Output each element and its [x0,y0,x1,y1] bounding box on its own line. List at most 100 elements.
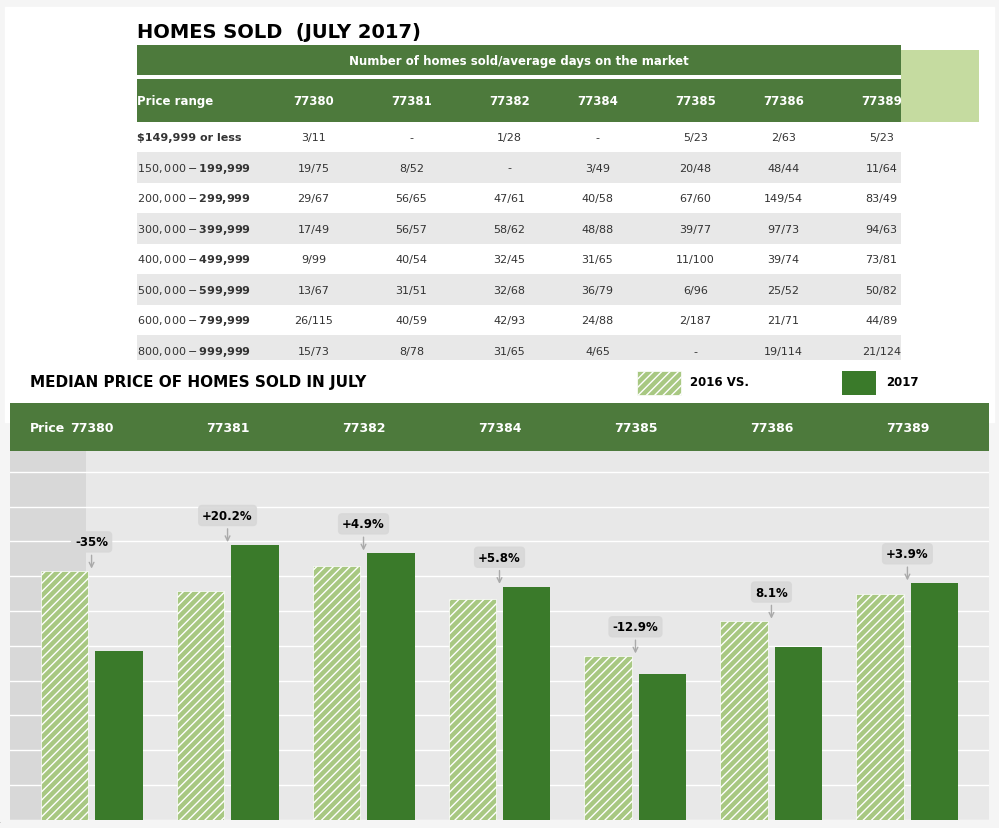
Bar [367,554,415,820]
Text: 8/52: 8/52 [399,163,424,173]
Text: 1/28: 1/28 [497,132,521,143]
Text: 40/54: 40/54 [396,255,428,265]
Text: 25/52: 25/52 [767,286,799,296]
Text: 8/78: 8/78 [399,346,424,356]
Bar [177,591,224,820]
Text: 36/79: 36/79 [581,286,613,296]
Text: $200,000-$299,999: $200,000-$299,999 [137,192,251,206]
Bar [313,566,360,820]
Text: 19/114: 19/114 [764,346,803,356]
Text: 32/68: 32/68 [494,286,525,296]
Text: Price range: Price range [137,95,214,108]
Text: 67/60: 67/60 [679,194,711,204]
Text: 31/65: 31/65 [581,255,613,265]
Text: 31/51: 31/51 [396,286,428,296]
Text: +3.9%: +3.9% [886,547,929,579]
FancyBboxPatch shape [137,214,901,244]
Text: 77389: 77389 [861,95,902,108]
Text: 56/65: 56/65 [396,194,428,204]
Text: 24/88: 24/88 [581,315,613,325]
Text: 6/82: 6/82 [771,377,796,387]
Bar [911,584,958,820]
FancyBboxPatch shape [10,451,86,820]
Text: 15/73: 15/73 [298,346,330,356]
Text: $500,000-$599,999: $500,000-$599,999 [137,283,251,297]
Text: +4.9%: +4.9% [342,518,385,549]
FancyBboxPatch shape [137,367,901,397]
Bar [775,647,822,820]
Text: 48/131: 48/131 [862,377,901,387]
Text: HOMES SOLD  (JULY 2017): HOMES SOLD (JULY 2017) [137,23,422,42]
Text: 44/89: 44/89 [865,315,897,325]
FancyBboxPatch shape [137,306,901,336]
Text: 32/45: 32/45 [494,255,525,265]
Text: 48/88: 48/88 [581,224,613,234]
Text: 13/67: 13/67 [298,286,330,296]
Text: 56/57: 56/57 [396,224,428,234]
Text: $1 million +: $1 million + [137,377,212,387]
Text: 17/49: 17/49 [298,224,330,234]
FancyBboxPatch shape [137,46,901,76]
Text: 48/44: 48/44 [767,163,799,173]
Bar [720,622,768,820]
Text: $600,000-$799,999: $600,000-$799,999 [137,314,251,328]
Text: 53/118: 53/118 [490,377,528,387]
Text: 31/65: 31/65 [494,346,525,356]
FancyBboxPatch shape [137,184,901,214]
Text: 149/54: 149/54 [764,194,803,204]
Text: 26/115: 26/115 [294,315,333,325]
Text: 58/62: 58/62 [494,224,525,234]
Text: 37/147: 37/147 [294,377,333,387]
Text: 77380: 77380 [293,95,334,108]
FancyBboxPatch shape [137,244,901,275]
Text: 94/63: 94/63 [865,224,897,234]
Text: $150,000-$199,999: $150,000-$199,999 [137,161,251,176]
FancyBboxPatch shape [137,80,901,123]
Text: 50/82: 50/82 [865,286,897,296]
Text: 19/75: 19/75 [298,163,330,173]
FancyBboxPatch shape [901,51,979,123]
Text: 2/187: 2/187 [679,315,711,325]
Text: 77381: 77381 [391,95,432,108]
Text: 5/23: 5/23 [869,132,894,143]
Text: 77386: 77386 [763,95,804,108]
Bar [449,599,497,820]
Text: +20.2%: +20.2% [202,509,253,541]
Bar [856,594,904,820]
Bar [95,652,143,820]
Text: 39/74: 39/74 [767,255,799,265]
Text: 11/100: 11/100 [676,255,714,265]
Bar [231,546,279,820]
Text: 6/96: 6/96 [683,286,707,296]
FancyBboxPatch shape [137,336,901,367]
Text: 21/124: 21/124 [862,346,901,356]
FancyBboxPatch shape [137,275,901,306]
Text: 3/49: 3/49 [584,163,610,173]
Text: -: - [507,163,511,173]
Text: 77384: 77384 [577,95,617,108]
Text: 2/63: 2/63 [771,132,796,143]
Bar [639,674,686,820]
Text: 3/11: 3/11 [301,132,326,143]
Text: 97/73: 97/73 [767,224,799,234]
Text: 77385: 77385 [675,95,715,108]
Text: 40/58: 40/58 [581,194,613,204]
Text: 4/65: 4/65 [585,346,609,356]
Text: 77382: 77382 [489,95,529,108]
Text: Number of homes sold/average days on the market: Number of homes sold/average days on the… [350,55,689,68]
Text: 83/49: 83/49 [865,194,897,204]
Text: 1/157: 1/157 [679,377,711,387]
Text: 20/48: 20/48 [679,163,711,173]
Bar [584,657,632,820]
Text: -: - [595,132,599,143]
Text: 8.1%: 8.1% [755,586,788,618]
Text: 40/59: 40/59 [396,315,428,325]
Text: 4/109: 4/109 [581,377,613,387]
Text: 42/93: 42/93 [494,315,525,325]
Text: 39/77: 39/77 [679,224,711,234]
Text: -: - [693,346,697,356]
Bar [41,571,88,820]
Text: -12.9%: -12.9% [612,620,658,652]
Text: $149,999 or less: $149,999 or less [137,132,242,143]
Text: 73/81: 73/81 [865,255,897,265]
